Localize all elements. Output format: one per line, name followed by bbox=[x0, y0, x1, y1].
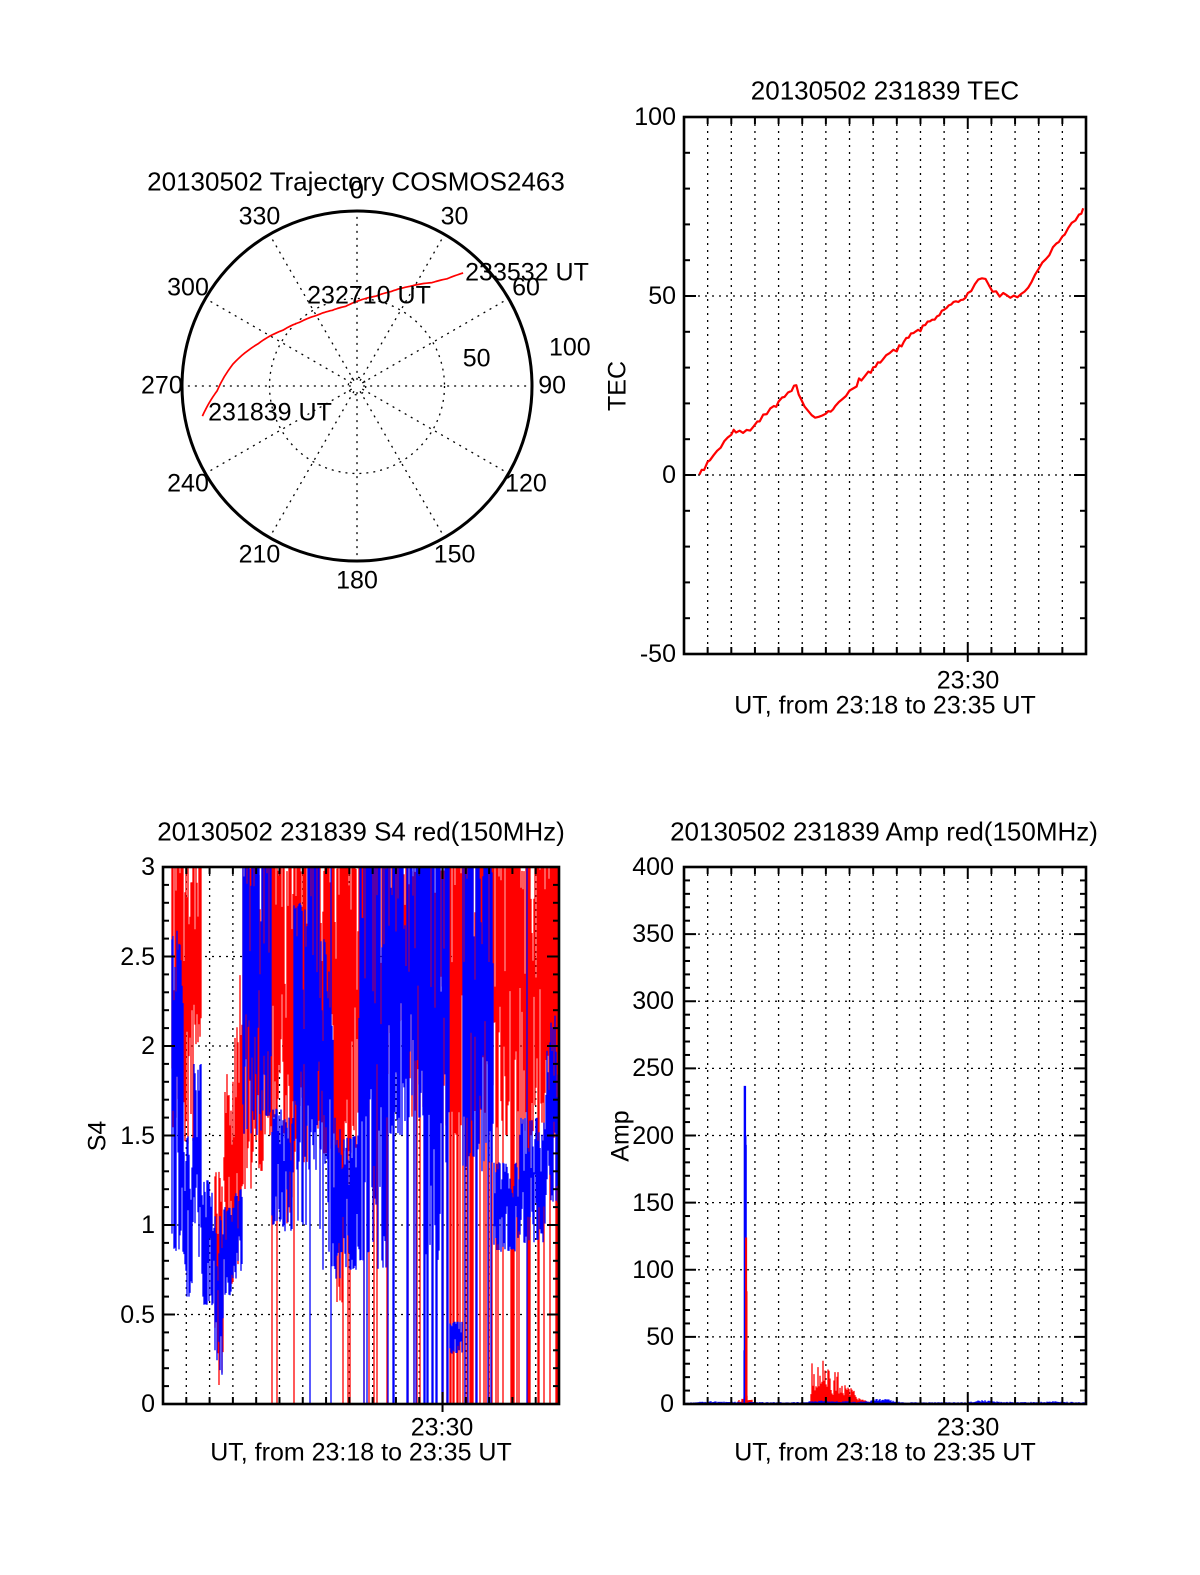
azimuth-tick-label: 180 bbox=[336, 566, 378, 595]
azimuth-tick-label: 210 bbox=[238, 540, 281, 569]
elevation-ring-label: 100 bbox=[548, 333, 591, 362]
tec-x-tick-label: 23:30 bbox=[936, 666, 1000, 695]
amp-plot-title: 20130502 231839 Amp red(150MHz) bbox=[670, 816, 1098, 847]
amp-y-tick-label: 300 bbox=[632, 987, 674, 1016]
tec-x-axis-label: UT, from 23:18 to 23:35 UT bbox=[734, 691, 1036, 720]
azimuth-tick-label: 300 bbox=[167, 273, 209, 302]
tec-y-tick-label: -50 bbox=[639, 640, 676, 668]
azimuth-tick-label: 150 bbox=[433, 540, 476, 569]
amp-x-tick-label: 23:30 bbox=[936, 1413, 1000, 1442]
amp-y-tick-label: 0 bbox=[660, 1390, 674, 1418]
amp-y-tick-label: 400 bbox=[632, 853, 674, 881]
amp-y-tick-label: 250 bbox=[632, 1054, 674, 1083]
amp-y-tick-label: 100 bbox=[632, 1255, 674, 1284]
amp-y-tick-label: 150 bbox=[632, 1188, 674, 1217]
s4-x-axis-label: UT, from 23:18 to 23:35 UT bbox=[210, 1438, 512, 1467]
azimuth-tick-label: 30 bbox=[440, 202, 469, 231]
tec-y-tick-label: 100 bbox=[634, 103, 676, 131]
tec-y-axis-label: TEC bbox=[603, 361, 632, 411]
azimuth-tick-label: 240 bbox=[167, 469, 209, 498]
azimuth-tick-label: 60 bbox=[512, 273, 540, 302]
amp-y-tick-label: 350 bbox=[632, 920, 674, 949]
azimuth-tick-label: 0 bbox=[350, 176, 364, 205]
azimuth-tick-label: 270 bbox=[141, 371, 183, 400]
tec-y-tick-label: 0 bbox=[662, 461, 676, 489]
s4-plot-title: 20130502 231839 S4 red(150MHz) bbox=[157, 816, 565, 847]
tec-plot-title: 20130502 231839 TEC bbox=[750, 75, 1020, 106]
tec-y-tick-label: 50 bbox=[648, 282, 676, 310]
s4-y-tick-label: 0 bbox=[141, 1390, 155, 1418]
tec-plot-graphics bbox=[682, 115, 1088, 662]
s4-x-tick-label: 23:30 bbox=[410, 1413, 474, 1442]
amp-plot-graphics bbox=[682, 865, 1088, 1412]
azimuth-tick-label: 330 bbox=[238, 202, 281, 231]
s4-y-tick-label: 1.5 bbox=[120, 1121, 155, 1150]
trajectory-time-annotation: 233532 UT bbox=[465, 258, 589, 287]
s4-y-tick-label: 2 bbox=[141, 1032, 155, 1060]
s4-y-tick-label: 3 bbox=[141, 853, 155, 881]
amp-y-tick-label: 200 bbox=[632, 1121, 674, 1150]
trajectory-time-annotation: 231839 UT bbox=[208, 398, 332, 427]
amp-x-axis-label: UT, from 23:18 to 23:35 UT bbox=[734, 1438, 1036, 1467]
s4-y-tick-label: 0.5 bbox=[120, 1300, 155, 1329]
trajectory-time-annotation: 232710 UT bbox=[307, 281, 431, 310]
amp-y-tick-label: 50 bbox=[646, 1322, 674, 1351]
elevation-ring-label: 50 bbox=[462, 344, 491, 373]
trajectory-plot-graphics bbox=[180, 209, 534, 563]
s4-plot-graphics bbox=[161, 865, 561, 1412]
s4-y-tick-label: 1 bbox=[141, 1211, 155, 1239]
azimuth-tick-label: 120 bbox=[505, 469, 547, 498]
azimuth-tick-label: 90 bbox=[538, 371, 567, 400]
trajectory-plot-title: 20130502 Trajectory COSMOS2463 bbox=[147, 166, 565, 197]
s4-y-tick-label: 2.5 bbox=[120, 942, 155, 971]
